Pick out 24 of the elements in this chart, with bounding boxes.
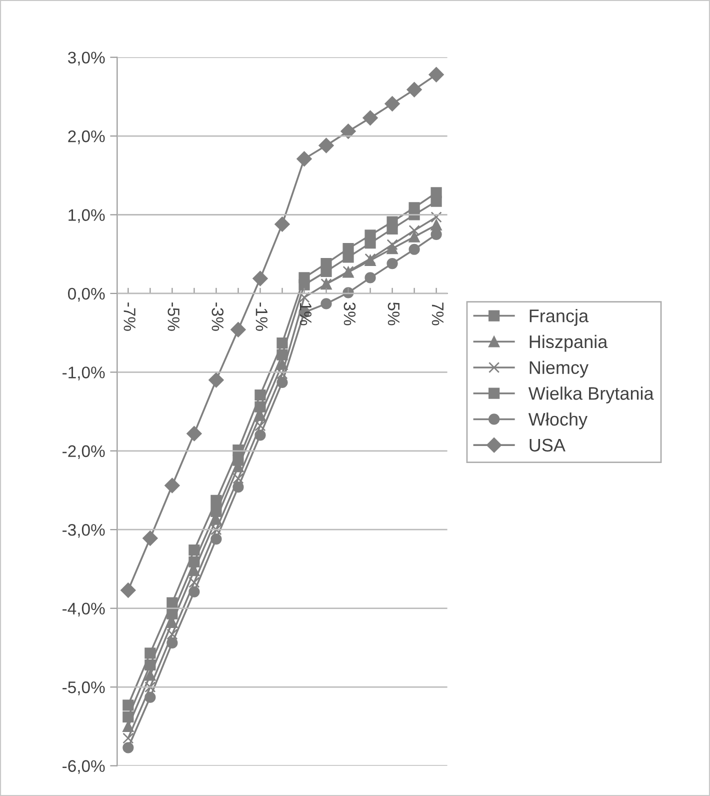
legend-label: Hiszpania xyxy=(530,334,608,352)
y-tick-label: -1,0% xyxy=(62,366,105,380)
x-tick-label: -1% xyxy=(256,302,268,331)
legend-label: Wielka Brytania xyxy=(528,386,654,404)
y-tick-label: 2,0% xyxy=(68,130,105,144)
x-tick-label: -3% xyxy=(212,302,224,331)
y-tick-label: -3,0% xyxy=(62,524,105,538)
legend-label: Włochy xyxy=(528,412,588,430)
x-tick-label: -7% xyxy=(124,302,136,331)
x-tick-label: 3% xyxy=(344,302,356,326)
y-tick-label: -2,0% xyxy=(62,445,105,460)
y-tick-label: 1,0% xyxy=(68,209,105,223)
y-tick-label: -5,0% xyxy=(62,681,105,696)
legend-label: Niemcy xyxy=(530,360,589,378)
y-tick-label: -4,0% xyxy=(62,602,105,616)
legend-label: Francja xyxy=(530,309,589,326)
x-tick-label: -5% xyxy=(168,302,180,331)
x-tick-label: 7% xyxy=(432,302,444,326)
legend-label: USA xyxy=(530,438,566,452)
y-tick-label: 0,0% xyxy=(68,288,105,302)
y-tick-label: 3,0% xyxy=(68,52,105,66)
y-tick-label: -6,0% xyxy=(62,760,105,774)
x-tick-label: 5% xyxy=(388,302,400,326)
x-tick-label: 1% xyxy=(300,303,312,326)
